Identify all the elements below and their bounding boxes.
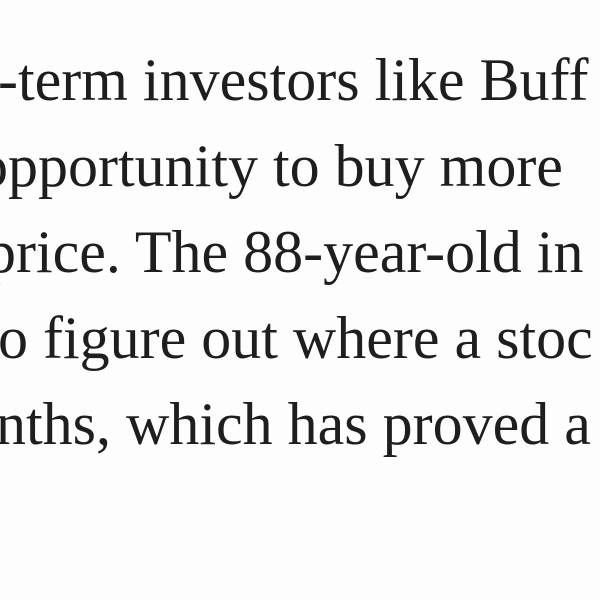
text-line-3: price. The 88-year-old in: [0, 219, 584, 285]
text-line-5: nths, which has proved a: [0, 391, 591, 457]
text-line-1: -term investors like Buff: [0, 47, 589, 113]
text-line-4: o figure out where a stoc: [0, 305, 593, 371]
text-line-2: opportunity to buy more: [0, 133, 563, 199]
